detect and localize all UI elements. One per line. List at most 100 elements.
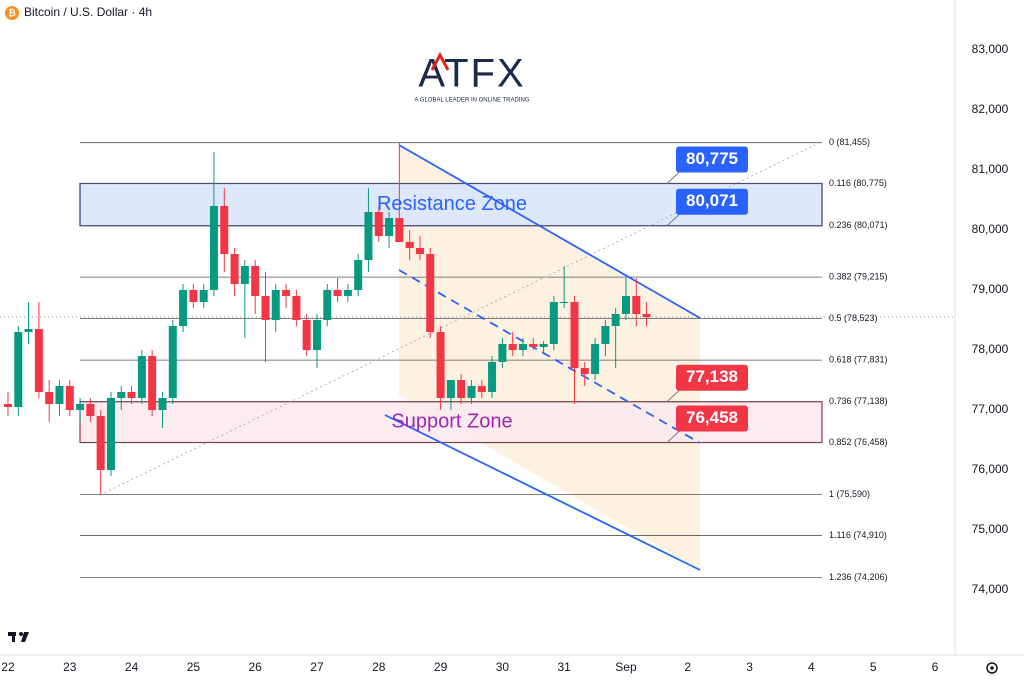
candle-body xyxy=(106,398,115,471)
fib-label: 1.116 (74,910) xyxy=(829,530,887,540)
x-tick-label: 5 xyxy=(870,660,877,674)
callout-pointer xyxy=(666,213,681,227)
zone-label: Support Zone xyxy=(391,410,512,432)
x-tick-label: 6 xyxy=(932,660,939,674)
x-tick-label: 22 xyxy=(1,660,15,674)
candle-body xyxy=(560,301,569,303)
channel-shade xyxy=(399,145,700,570)
tv-logo-part xyxy=(21,632,29,642)
candle-body xyxy=(539,344,548,348)
channel-mid xyxy=(398,269,701,444)
y-tick-label: 80,000 xyxy=(972,222,1009,236)
fib-label: 0.116 (80,775) xyxy=(829,178,887,188)
candle-body xyxy=(385,217,394,236)
candle-body xyxy=(508,344,517,351)
channel-lower xyxy=(384,414,701,571)
candle-body xyxy=(302,319,311,351)
channel-upper xyxy=(398,144,701,319)
candle-body xyxy=(446,380,455,399)
candle-body xyxy=(271,289,280,320)
candle-body xyxy=(127,392,136,399)
fib-label: 0.852 (76,458) xyxy=(829,437,888,447)
drawings xyxy=(99,144,816,571)
callout-pointer xyxy=(666,389,681,403)
candle-body xyxy=(529,344,538,348)
fib-label: 0.382 (79,215) xyxy=(829,271,888,281)
y-tick-label: 75,000 xyxy=(972,522,1009,536)
candle-body xyxy=(96,416,105,471)
settings-icon[interactable] xyxy=(986,662,998,674)
candle-body xyxy=(518,344,527,351)
x-tick-label: 30 xyxy=(496,660,510,674)
candle-body xyxy=(282,289,291,296)
x-tick-label: 23 xyxy=(63,660,77,674)
candle-body xyxy=(498,344,507,363)
fib-label: 0.736 (77,138) xyxy=(829,396,888,406)
y-tick-label: 81,000 xyxy=(972,162,1009,176)
callout-label: 77,138 xyxy=(686,367,738,386)
tv-logo xyxy=(8,632,29,642)
candle-body xyxy=(477,386,486,393)
fib-label: 1.236 (74,206) xyxy=(829,572,888,582)
candle-body xyxy=(137,356,146,399)
x-tick-label: 24 xyxy=(125,660,139,674)
x-tick-label: Sep xyxy=(615,660,637,674)
fib-label: 0 (81,455) xyxy=(829,137,870,147)
y-tick-label: 77,000 xyxy=(972,402,1009,416)
candle-body xyxy=(117,392,126,399)
candle-body xyxy=(65,386,74,411)
candle-body xyxy=(457,380,466,399)
candle-body xyxy=(580,368,589,375)
candle-body xyxy=(220,205,229,254)
candle-body xyxy=(426,253,435,333)
candle-body xyxy=(405,241,414,248)
callout-pointer xyxy=(666,430,681,443)
fib-label: 1 (75,590) xyxy=(829,489,870,499)
candle-body xyxy=(436,332,445,399)
x-tick-label: 3 xyxy=(746,660,753,674)
candle-body xyxy=(333,289,342,296)
candle-body xyxy=(642,313,651,317)
brand-tagline: A GLOBAL LEADER IN ONLINE TRADING xyxy=(414,98,529,104)
callout-box xyxy=(676,146,748,173)
candle-body xyxy=(76,404,85,411)
candle-body xyxy=(570,301,579,369)
callout-label: 80,071 xyxy=(686,191,738,210)
candle-body xyxy=(209,205,218,290)
candle-body xyxy=(168,325,177,399)
callout-box xyxy=(676,188,748,215)
fib-label: 0.236 (80,071) xyxy=(829,220,888,230)
candle-body xyxy=(240,265,249,284)
candle-body xyxy=(395,217,404,242)
tv-logo-part xyxy=(12,632,15,642)
zone-label: Resistance Zone xyxy=(377,193,527,215)
candle-body xyxy=(374,211,383,236)
chart-title: Bitcoin / U.S. Dollar · 4h xyxy=(24,5,152,19)
x-tick-label: 4 xyxy=(808,660,815,674)
callout-pointer xyxy=(666,171,681,184)
candle-body xyxy=(45,392,54,405)
settings-icon-core[interactable] xyxy=(990,666,994,670)
candle-body xyxy=(179,289,188,326)
candle-body xyxy=(86,404,95,417)
y-tick-label: 79,000 xyxy=(972,282,1009,296)
candle-body xyxy=(323,289,332,320)
candle-body xyxy=(158,398,167,411)
candle-body xyxy=(632,295,641,314)
candle-body xyxy=(415,247,424,254)
brand-name: ATFX xyxy=(418,52,525,96)
x-tick-label: 31 xyxy=(557,660,571,674)
x-tick-label: 26 xyxy=(248,660,262,674)
fib-grid xyxy=(0,142,955,579)
x-tick-label: 29 xyxy=(434,660,448,674)
candle-body xyxy=(261,295,270,320)
backdrop xyxy=(399,145,700,570)
candle-body xyxy=(230,253,239,284)
candle-body xyxy=(251,265,260,296)
bitcoin-icon xyxy=(5,6,19,20)
labels: 74,000 75,000 76,000 77,000 78,000 79,000 80,0… xyxy=(1,42,1008,674)
candle-body xyxy=(591,344,600,375)
candle-body xyxy=(55,386,64,405)
y-tick-label: 78,000 xyxy=(972,342,1009,356)
